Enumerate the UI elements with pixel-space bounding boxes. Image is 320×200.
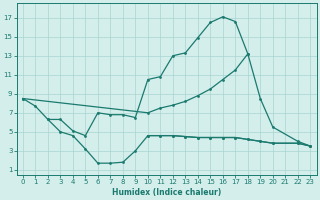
X-axis label: Humidex (Indice chaleur): Humidex (Indice chaleur) xyxy=(112,188,221,197)
